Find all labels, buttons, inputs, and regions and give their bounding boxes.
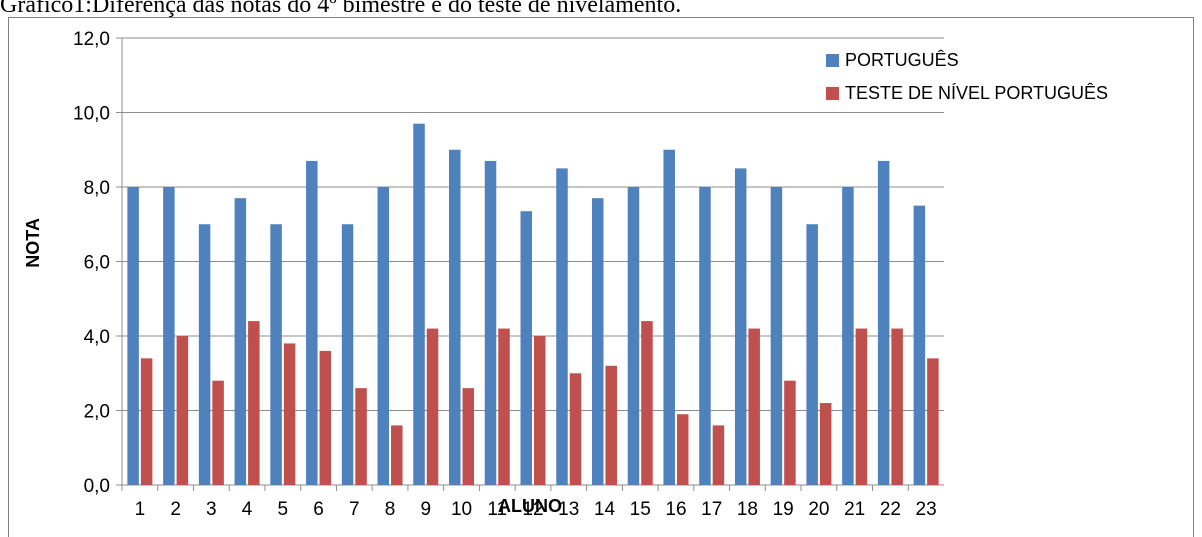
- bar-portugues: [127, 187, 139, 485]
- bar-teste-nivel: [676, 414, 689, 485]
- bar-teste-nivel: [569, 373, 582, 485]
- bar-portugues: [591, 198, 604, 486]
- bar-teste-nivel: [391, 425, 403, 485]
- bar-teste-nivel: [784, 380, 796, 485]
- bar-portugues: [449, 149, 461, 485]
- x-tick-label: 23: [916, 499, 937, 520]
- bar-portugues: [913, 205, 926, 485]
- y-tick-label: 0,0: [84, 476, 110, 497]
- chart-area: 0,0 2,0 4,0 6,0 8,0 10,0 12,0 1 2 3 4 5 6 7 8 9 10 11 12 13…: [8, 17, 1194, 537]
- figure-caption: Gráfico1:Diferença das notas do 4º bimes…: [0, 0, 682, 18]
- y-tick-label: 4,0: [84, 327, 110, 348]
- bar-portugues: [734, 168, 747, 485]
- bar-teste-nivel: [748, 328, 760, 485]
- bars: [127, 123, 939, 486]
- bar-portugues: [806, 224, 818, 485]
- x-tick-label: 19: [773, 499, 794, 520]
- x-tick-label: 1: [135, 499, 146, 520]
- bar-portugues: [520, 211, 532, 485]
- y-tick-label: 6,0: [84, 253, 110, 274]
- x-tick-label: 10: [451, 499, 472, 520]
- x-tick-label: 7: [349, 499, 360, 520]
- bar-teste-nivel: [462, 388, 475, 485]
- bar-portugues: [484, 160, 497, 486]
- y-tick-label: 2,0: [84, 402, 110, 423]
- legend-swatch: [826, 54, 839, 67]
- x-tick-label: 20: [808, 499, 829, 520]
- bar-teste-nivel: [534, 336, 546, 485]
- x-tick-label: 18: [737, 499, 758, 520]
- bar-teste-nivel: [212, 380, 224, 485]
- y-tick-label: 10,0: [73, 104, 110, 125]
- legend: PORTUGUÊS TESTE DE NÍVEL PORTUGUÊS: [826, 50, 1108, 103]
- x-tick-label: 3: [206, 499, 217, 520]
- bar-portugues: [377, 187, 390, 485]
- bar-portugues: [413, 123, 425, 486]
- x-tick-label: 6: [313, 499, 324, 520]
- bar-portugues: [556, 168, 568, 485]
- bar-portugues: [270, 224, 282, 485]
- x-tick-label: 2: [170, 499, 181, 520]
- bar-teste-nivel: [605, 365, 617, 485]
- bar-teste-nivel: [283, 343, 296, 485]
- bar-teste-nivel: [641, 321, 653, 485]
- x-tick-label: 5: [278, 499, 289, 520]
- bar-teste-nivel: [176, 336, 189, 485]
- legend-label: TESTE DE NÍVEL PORTUGUÊS: [845, 83, 1108, 103]
- legend-label: PORTUGUÊS: [845, 50, 959, 70]
- bar-teste-nivel: [248, 321, 260, 485]
- y-tick-label: 12,0: [73, 29, 110, 50]
- bar-portugues: [234, 198, 247, 486]
- bar-teste-nivel: [927, 358, 939, 485]
- x-tick-label: 11: [487, 499, 507, 520]
- tick-labels: 0,02,04,06,08,010,012,01 2 3 4 5 6 7 8 9 10 11 12 13…: [73, 29, 937, 520]
- bar-portugues: [341, 224, 354, 485]
- bar-portugues: [198, 224, 211, 485]
- bar-portugues: [663, 149, 675, 485]
- bar-portugues: [770, 187, 783, 485]
- x-tick-label: 8: [385, 499, 396, 520]
- x-tick-label: 22: [880, 499, 901, 520]
- x-tick-label: 4: [242, 499, 253, 520]
- bar-teste-nivel: [819, 403, 832, 485]
- bar-teste-nivel: [426, 328, 439, 485]
- x-axis-label: ALUNO: [498, 496, 562, 516]
- bar-portugues: [627, 187, 640, 485]
- bar-chart: 0,02,04,06,08,010,012,01 2 3 4 5 6 7 8 9 10 11 12 13…: [23, 29, 1108, 520]
- x-tick-label: 16: [665, 499, 686, 520]
- x-tick-label: 9: [420, 499, 431, 520]
- bar-teste-nivel: [319, 350, 332, 485]
- x-tick-label: 12: [522, 499, 543, 520]
- bar-portugues: [842, 187, 854, 485]
- bar-portugues: [877, 160, 890, 486]
- bar-portugues: [163, 187, 175, 485]
- y-axis-label: NOTA: [23, 218, 43, 268]
- x-tick-label: 21: [844, 499, 865, 520]
- bar-portugues: [306, 160, 318, 486]
- bar-teste-nivel: [355, 388, 367, 485]
- bar-teste-nivel: [891, 328, 903, 485]
- bar-portugues: [699, 187, 711, 485]
- legend-swatch: [826, 87, 839, 100]
- bar-teste-nivel: [712, 425, 725, 485]
- x-tick-label: 13: [558, 499, 579, 520]
- bar-teste-nivel: [498, 328, 510, 485]
- y-tick-label: 8,0: [84, 178, 110, 199]
- x-tick-label: 14: [594, 499, 616, 520]
- bar-teste-nivel: [855, 328, 868, 485]
- bar-teste-nivel: [140, 358, 153, 485]
- x-tick-label: 17: [701, 499, 722, 520]
- x-tick-label: 15: [630, 499, 651, 520]
